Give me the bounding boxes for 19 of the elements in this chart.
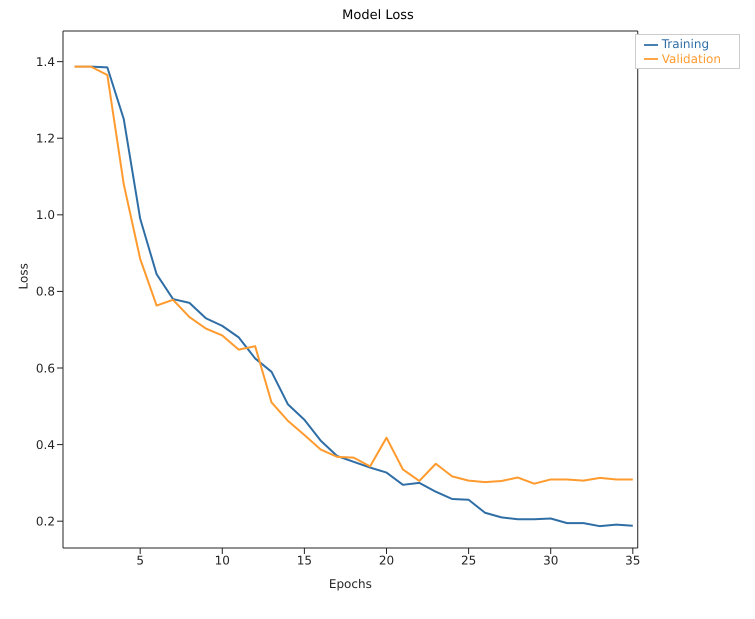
x-tick-label: 15 [296, 554, 312, 568]
x-tick-label: 10 [214, 554, 230, 568]
x-axis-title: Epochs [328, 577, 372, 591]
x-tick-label: 5 [136, 554, 144, 568]
chart-title: Model Loss [341, 8, 415, 23]
x-tick-label: 30 [543, 554, 558, 568]
y-tick-label: 1.2 [36, 131, 55, 146]
y-tick-label: 0.6 [36, 361, 55, 376]
x-tick-label: 25 [460, 554, 476, 568]
legend-label: Validation [662, 52, 721, 66]
x-tick-label: 20 [378, 554, 394, 568]
y-tick-label: 0.2 [36, 514, 55, 528]
legend-label: Training [662, 37, 710, 51]
y-tick-label: 0.4 [36, 438, 55, 452]
y-axis-title: Loss [16, 263, 30, 290]
x-tick-label: 35 [625, 554, 640, 568]
y-tick-label: 1.0 [36, 208, 55, 222]
y-tick-label: 0.8 [36, 284, 55, 299]
y-tick-label: 1.4 [36, 54, 55, 69]
